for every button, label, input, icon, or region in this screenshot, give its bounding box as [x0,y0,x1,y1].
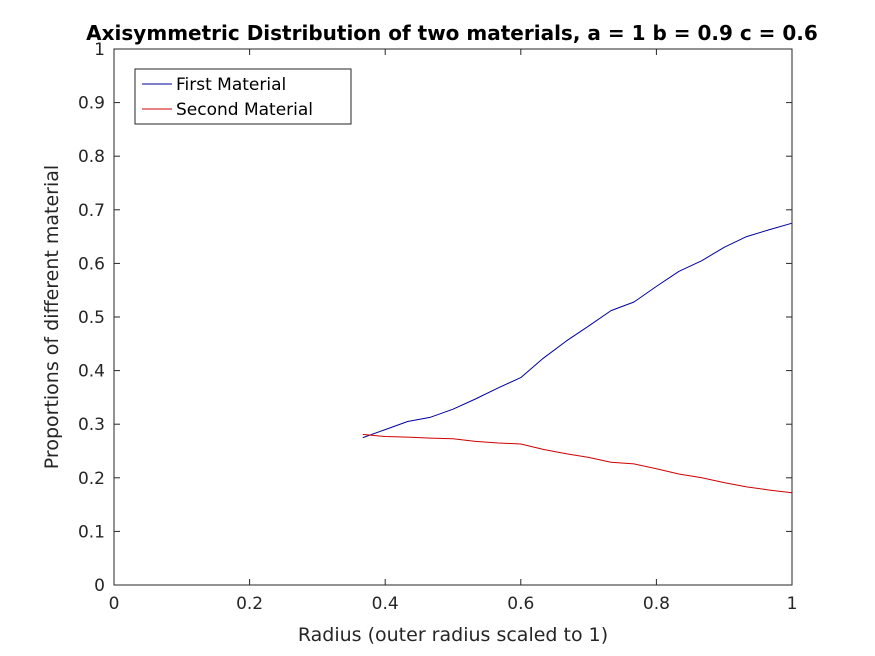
x-tick-label: 0 [109,594,120,614]
legend-entry-second-material: Second Material [142,100,313,120]
y-tick-label: 0.7 [78,201,105,221]
legend-label-first-material: First Material [176,75,286,95]
legend-label-second-material: Second Material [176,100,313,120]
y-tick-label: 0.8 [78,147,105,167]
y-tick-label: 0.4 [78,362,105,382]
plot-frame [113,48,793,586]
series-layer [362,222,793,494]
legend-box [134,68,352,125]
series-line-first-material [362,222,793,439]
y-axis-label: Proportions of different material [41,165,63,469]
y-tick-label: 0 [94,576,105,596]
series-line-second-material [362,433,793,494]
legend: First Material Second Material [134,68,352,125]
x-axis-label: Radius (outer radius scaled to 1) [298,624,608,646]
x-tick-label: 0.4 [372,594,399,614]
y-tick-label: 0.6 [78,254,105,274]
y-axis-ticks: 0 0.1 0.2 0.3 0.4 0.5 0.6 0.7 0.8 0.9 1 [78,40,792,596]
x-tick-label: 0.6 [507,594,534,614]
x-axis-ticks: 0 0.2 0.4 0.6 0.8 1 [109,49,798,614]
y-tick-label: 0.1 [78,522,105,542]
chart-title: Axisymmetric Distribution of two materia… [86,21,818,45]
y-tick-label: 1 [94,40,105,60]
y-tick-label: 0.5 [78,308,105,328]
x-tick-label: 1 [787,594,798,614]
y-tick-label: 0.2 [78,469,105,489]
x-tick-label: 0.2 [236,594,263,614]
x-tick-label: 0.8 [643,594,670,614]
plot-area [114,49,792,585]
y-tick-label: 0.3 [78,415,105,435]
y-tick-label: 0.9 [78,94,105,114]
legend-entry-first-material: First Material [142,75,286,95]
